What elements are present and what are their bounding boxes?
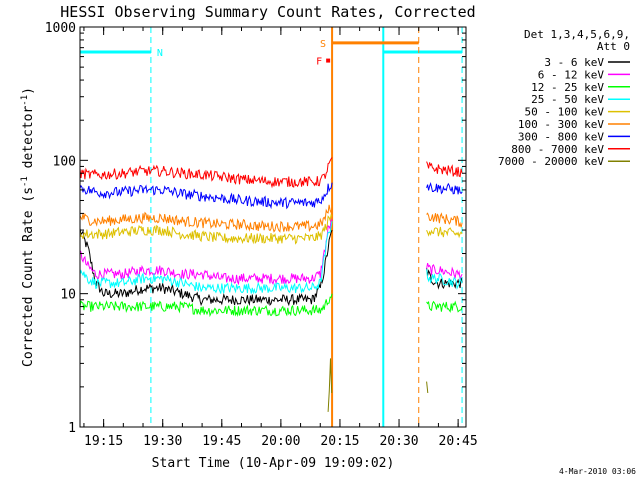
flag-marker xyxy=(326,58,331,63)
y-axis-label-sup1: -1 xyxy=(20,176,30,187)
legend-entry-label: 800 - 7000 keV xyxy=(511,143,604,156)
series-line xyxy=(80,182,333,210)
legend-entry-label: 100 - 300 keV xyxy=(518,118,604,131)
series-line xyxy=(426,262,463,280)
series-line xyxy=(80,157,333,189)
legend-entry-label: 12 - 25 keV xyxy=(531,81,604,94)
legend-title-2: Att 0 xyxy=(597,40,630,53)
series-line xyxy=(426,181,463,195)
series-line xyxy=(426,161,463,178)
chart-title: HESSI Observing Summary Count Rates, Cor… xyxy=(60,3,475,21)
y-axis-label-mid: detector xyxy=(21,106,36,177)
series-line xyxy=(426,381,429,394)
series-line xyxy=(80,293,333,318)
footer-date: 4-Mar-2010 03:06 xyxy=(559,467,636,476)
x-tick-label: 20:00 xyxy=(261,434,300,449)
legend-entry-label: 6 - 12 keV xyxy=(538,68,605,81)
y-axis-label-sup2: -1 xyxy=(20,95,30,106)
series-line xyxy=(80,213,333,245)
y-tick-label: 100 xyxy=(53,154,76,169)
x-tick-label: 19:30 xyxy=(143,434,182,449)
y-axis-label: Corrected Count Rate (s-1 detector-1) xyxy=(20,87,36,367)
series-line xyxy=(80,221,333,295)
legend-entry-label: 7000 - 20000 keV xyxy=(498,155,604,168)
x-tick-label: 19:45 xyxy=(202,434,241,449)
y-axis-label-main: Corrected Count Rate (s xyxy=(21,187,36,367)
x-tick-label: 20:45 xyxy=(439,434,478,449)
series-line xyxy=(426,212,463,228)
x-tick-label: 19:15 xyxy=(84,434,123,449)
x-tick-label: 20:30 xyxy=(379,434,418,449)
series-line xyxy=(80,228,333,307)
flag-label: F xyxy=(316,57,322,68)
y-tick-label: 1000 xyxy=(45,21,76,36)
y-axis-label-end: ) xyxy=(21,87,36,95)
legend-entry-label: 300 - 800 keV xyxy=(518,130,604,143)
legend-entry-label: 3 - 6 keV xyxy=(544,56,604,69)
y-tick-label: 10 xyxy=(60,288,76,303)
y-tick-label: 1 xyxy=(68,421,76,436)
plot-frame xyxy=(79,26,467,428)
legend-title-1: Det 1,3,4,5,6,9, xyxy=(524,28,630,41)
legend-entry-label: 25 - 50 keV xyxy=(531,93,604,106)
series-line xyxy=(327,358,333,412)
flag-label: N xyxy=(157,48,163,59)
series-line xyxy=(426,226,463,239)
x-axis-label: Start Time (10-Apr-09 19:09:02) xyxy=(152,456,395,471)
series-line xyxy=(80,204,333,233)
series-line xyxy=(80,218,333,286)
series-line xyxy=(426,300,463,313)
series-line xyxy=(426,269,463,290)
legend-entry-label: 50 - 100 keV xyxy=(525,106,605,119)
flag-label: S xyxy=(320,39,326,50)
x-tick-label: 20:15 xyxy=(320,434,359,449)
